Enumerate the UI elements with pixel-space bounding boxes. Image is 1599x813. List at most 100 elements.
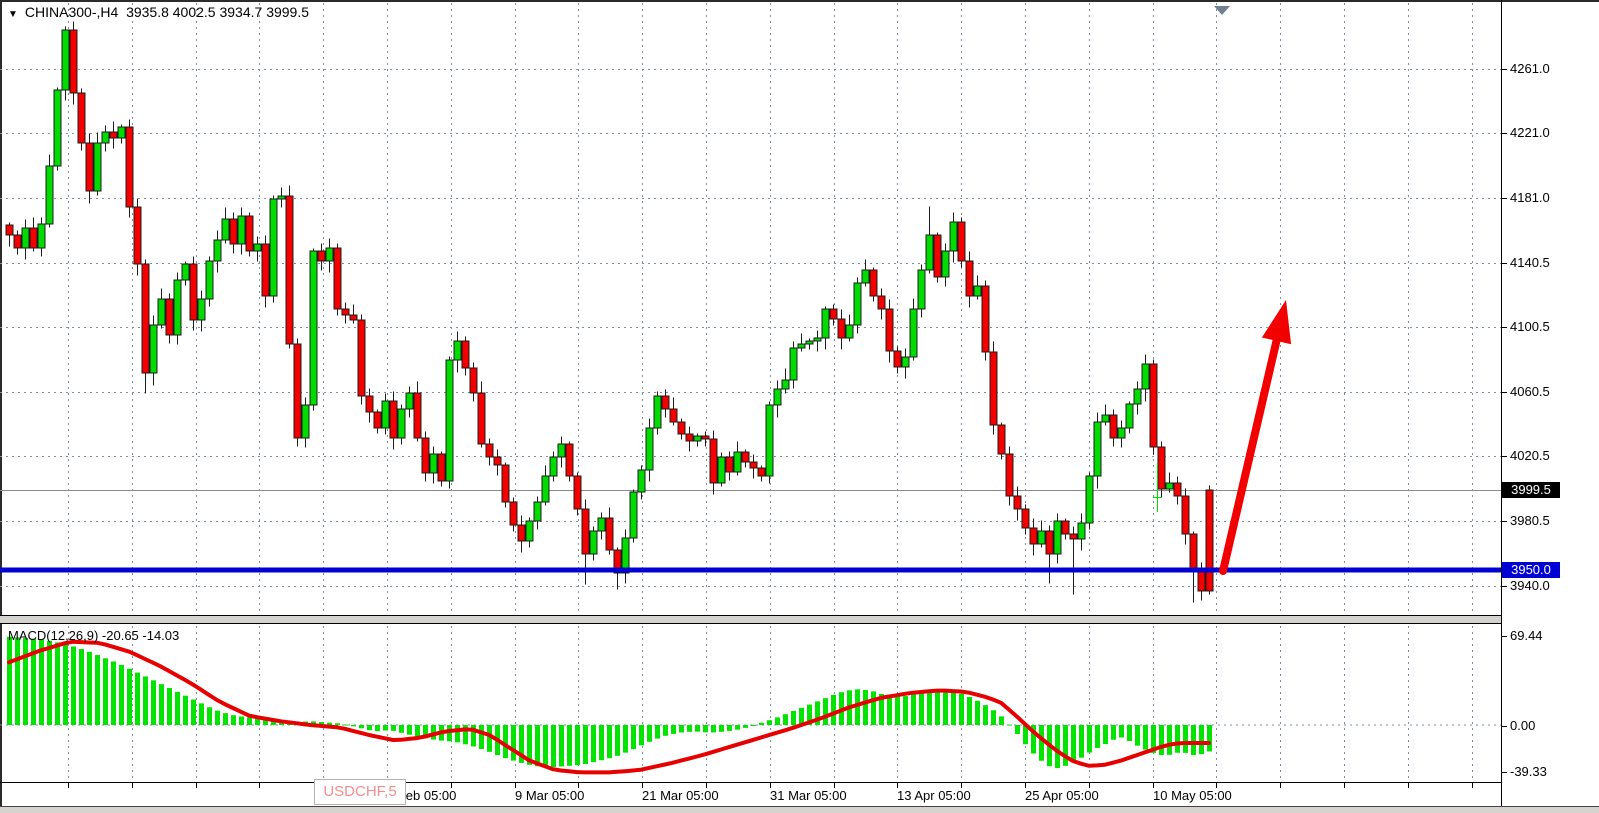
window-bottom-strip: [0, 807, 1599, 813]
candle-down: [109, 131, 118, 139]
price-axis-line: [1501, 0, 1502, 806]
candle-up: [1117, 427, 1126, 439]
candle-down: [413, 392, 422, 439]
support-hline[interactable]: [0, 567, 1501, 573]
macd-histogram-bar: [679, 725, 684, 733]
macd-histogram-bar: [1199, 725, 1204, 755]
candle-up: [1077, 522, 1086, 540]
candle-up: [381, 400, 390, 429]
candle-down: [741, 451, 750, 463]
macd-histogram-bar: [223, 713, 228, 725]
candle-down: [141, 263, 150, 374]
macd-histogram-bar: [1111, 725, 1116, 740]
candle-down: [357, 319, 366, 397]
candle-down: [837, 318, 846, 339]
candle-up: [53, 89, 62, 167]
macd-histogram-bar: [583, 725, 588, 765]
macd-histogram-bar: [807, 704, 812, 725]
candle-down: [1189, 533, 1198, 571]
candle-down: [365, 395, 374, 413]
candle-down: [989, 351, 998, 426]
macd-histogram-bar: [1151, 725, 1156, 753]
candle-down: [69, 29, 78, 94]
candle-up: [405, 392, 414, 410]
trend-arrow-head[interactable]: [1261, 300, 1292, 345]
candle-down: [165, 298, 174, 336]
candle-down: [829, 308, 838, 320]
macd-histogram-bar: [703, 725, 708, 733]
macd-indicator-panel: [0, 626, 1501, 781]
candle-up: [205, 260, 214, 300]
candle-down: [893, 350, 902, 368]
macd-histogram-bar: [759, 722, 764, 725]
candle-up: [637, 469, 646, 493]
symbol-dropdown-icon[interactable]: ▼: [8, 9, 18, 20]
candle-down: [997, 424, 1006, 455]
candle-up: [781, 379, 790, 390]
candle-up: [1085, 475, 1094, 524]
candle-down: [1149, 363, 1158, 448]
macd-histogram-bar: [695, 725, 700, 732]
candle-down: [501, 464, 510, 503]
time-axis-label: 9 Mar 05:00: [515, 788, 585, 803]
candle-down: [261, 243, 270, 297]
symbol-badge[interactable]: USDCHF,5: [314, 779, 406, 805]
macd-histogram-bar: [991, 710, 996, 725]
candle-down: [1061, 520, 1070, 535]
candle-up: [645, 427, 654, 471]
time-axis-tick: [1280, 783, 1281, 788]
price-axis-tick: [1502, 521, 1507, 522]
candle-down: [517, 524, 526, 542]
candle-up: [797, 343, 806, 349]
macd-histogram-bar: [711, 725, 716, 733]
macd-histogram-bar: [1031, 725, 1036, 754]
candle-down: [421, 437, 430, 474]
candle-down: [933, 234, 942, 278]
candle-up: [301, 404, 310, 439]
time-axis-tick: [259, 783, 260, 788]
panel-splitter[interactable]: [0, 616, 1502, 623]
time-axis-tick: [1153, 783, 1154, 788]
candle-up: [821, 308, 830, 339]
macd-histogram-bar: [503, 725, 508, 759]
candle-down: [965, 260, 974, 297]
time-axis-tick: [196, 783, 197, 788]
macd-histogram-bar: [855, 689, 860, 725]
macd-signal-line: [7, 639, 1211, 775]
candle-up: [941, 250, 950, 278]
candle-up: [213, 239, 222, 262]
candle-down: [333, 247, 342, 310]
macd-histogram-bar: [999, 716, 1004, 725]
candle-up: [525, 520, 534, 542]
macd-histogram-bar: [719, 725, 724, 732]
macd-histogram-bar: [743, 725, 748, 728]
macd-histogram-bar: [1127, 725, 1132, 742]
macd-histogram-bar: [1023, 725, 1028, 745]
candle-up: [117, 126, 126, 139]
trend-arrow-shaft[interactable]: [1219, 331, 1282, 575]
candle-down: [1021, 508, 1030, 529]
macd-histogram-bar: [455, 725, 460, 743]
candle-up: [397, 408, 406, 439]
candle-up: [1165, 482, 1174, 490]
candle-down: [1157, 446, 1166, 490]
candle-up: [269, 198, 278, 297]
candle-down: [1005, 453, 1014, 497]
price-axis-label: 4221.0: [1510, 125, 1550, 140]
candle-up: [1133, 388, 1142, 405]
candle-up: [533, 501, 542, 522]
macd-histogram-bar: [479, 725, 484, 750]
macd-histogram-bar: [135, 672, 140, 725]
macd-histogram-bar: [1079, 725, 1084, 758]
candle-down: [685, 433, 694, 442]
macd-histogram-bar: [631, 725, 636, 750]
macd-histogram-bar: [199, 703, 204, 725]
candle-up: [557, 443, 566, 458]
chart-shift-marker-icon[interactable]: [1214, 6, 1230, 15]
candle-up: [181, 263, 190, 281]
candle-up: [309, 250, 318, 406]
macd-histogram-bar: [207, 707, 212, 725]
candle-down: [565, 443, 574, 477]
macd-histogram-bar: [1191, 725, 1196, 755]
time-axis-label: 31 Mar 05:00: [770, 788, 847, 803]
